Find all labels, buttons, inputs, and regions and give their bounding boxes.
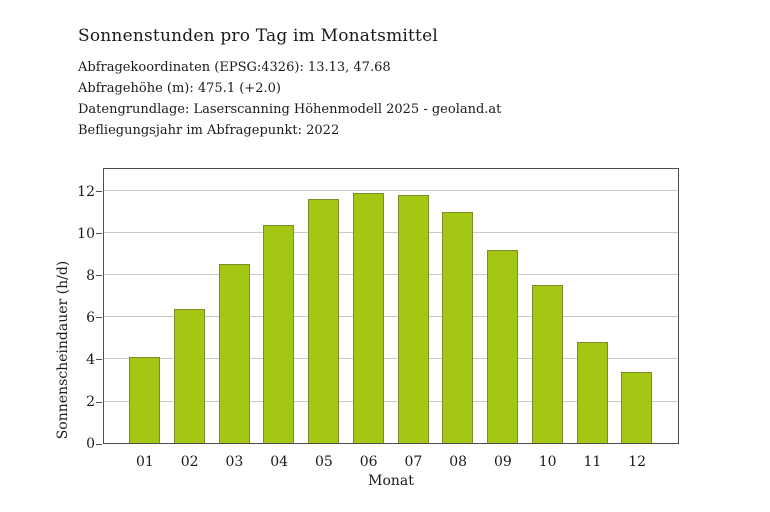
- x-tick-label-04: 04: [270, 454, 289, 470]
- x-tick-label-06: 06: [359, 454, 378, 470]
- bar-month-10: [531, 285, 563, 443]
- plot-area: [103, 168, 679, 444]
- grid-line-y10: [104, 232, 678, 234]
- grid-line-y8: [104, 274, 678, 276]
- page-title: Sonnenstunden pro Tag im Monatsmittel: [78, 26, 438, 46]
- y-tick-marks: [96, 168, 102, 445]
- y-tick-mark-8: [96, 275, 102, 277]
- y-tick-label-6: 6: [86, 309, 95, 326]
- x-tick-label-12: 12: [628, 454, 647, 470]
- bar-month-08: [442, 211, 474, 443]
- y-tick-mark-4: [96, 359, 102, 361]
- bar-month-09: [487, 249, 518, 443]
- bar-month-05: [308, 199, 339, 443]
- x-tick-label-07: 07: [404, 454, 423, 470]
- x-tick-label-09: 09: [493, 454, 512, 470]
- y-tick-mark-6: [96, 317, 102, 319]
- bar-month-02: [173, 308, 205, 443]
- y-tick-mark-0: [96, 443, 102, 445]
- y-tick-label-8: 8: [86, 267, 95, 284]
- grid-line-y12: [104, 190, 678, 192]
- y-tick-label-12: 12: [77, 183, 95, 200]
- x-axis-label: Monat: [368, 473, 414, 489]
- bar-month-07: [397, 195, 429, 443]
- x-tick-label-05: 05: [314, 454, 333, 470]
- y-tick-label-4: 4: [86, 351, 95, 368]
- meta-line-data-source: Datengrundlage: Laserscanning Höhenmodel…: [78, 102, 502, 117]
- y-tick-mark-12: [96, 191, 102, 193]
- y-tick-mark-10: [96, 233, 102, 235]
- metadata-block: Abfragekoordinaten (EPSG:4326): 13.13, 4…: [78, 57, 501, 141]
- y-tick-label-2: 2: [86, 394, 95, 410]
- y-tick-labels: 0 2 4 6 8 10 12: [55, 168, 95, 452]
- x-tick-label-01: 01: [135, 454, 154, 470]
- x-tick-label-11: 11: [583, 454, 602, 470]
- y-tick-mark-2: [96, 401, 102, 403]
- x-tick-labels: 01 02 03 04 05 06 07 08 09 10 11 12: [103, 454, 679, 472]
- y-tick-label-0: 0: [86, 436, 95, 452]
- bar-month-12: [621, 371, 653, 443]
- bar-month-01: [129, 356, 160, 443]
- meta-line-query-height: Abfragehöhe (m): 475.1 (+2.0): [78, 81, 281, 96]
- meta-line-flight-year: Befliegungsjahr im Abfragepunkt: 2022: [78, 123, 340, 138]
- bar-month-03: [218, 264, 250, 443]
- bar-month-11: [576, 342, 608, 443]
- bar-month-04: [263, 224, 295, 443]
- x-tick-label-02: 02: [180, 454, 199, 470]
- bar-month-06: [352, 193, 384, 443]
- y-tick-label-10: 10: [77, 225, 95, 242]
- x-tick-label-03: 03: [225, 454, 244, 470]
- x-tick-label-08: 08: [449, 454, 468, 470]
- meta-line-coordinates: Abfragekoordinaten (EPSG:4326): 13.13, 4…: [78, 60, 391, 75]
- x-tick-label-10: 10: [538, 454, 557, 470]
